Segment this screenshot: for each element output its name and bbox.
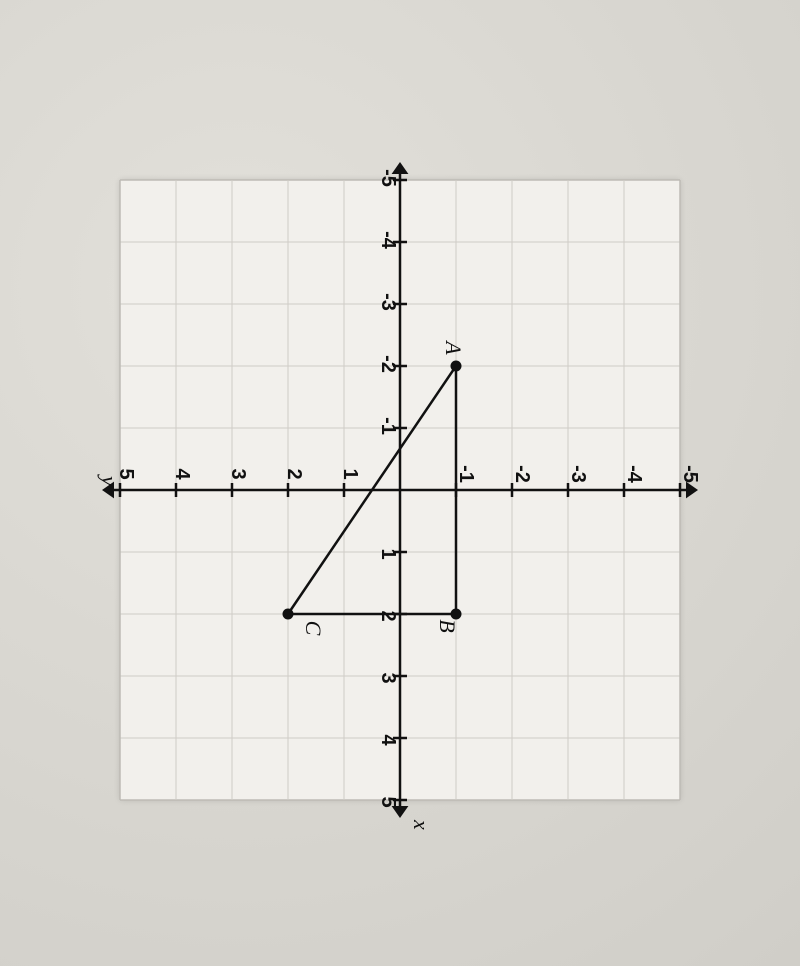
x-tick-label: -1: [377, 417, 399, 435]
coordinate-plane: xy-5-4-3-2-112345-5-4-3-2-112345ABC: [120, 180, 680, 800]
y-tick-label: 4: [171, 468, 193, 480]
x-tick-label: 2: [377, 610, 399, 621]
y-tick-label: -5: [679, 465, 701, 483]
y-tick-label: -3: [567, 465, 589, 483]
y-tick-label: -2: [511, 465, 533, 483]
x-tick-label: -3: [377, 293, 399, 311]
y-tick-label: 1: [339, 468, 361, 479]
x-tick-label: -2: [377, 355, 399, 373]
x-axis-label: x: [409, 819, 434, 830]
x-tick-label: 5: [377, 796, 399, 807]
axis-arrow: [686, 482, 698, 499]
vertex-label-a: A: [441, 339, 466, 355]
vertex-label-c: C: [301, 621, 326, 636]
x-tick-label: 4: [377, 734, 399, 746]
vertex-b: [451, 609, 462, 620]
axis-arrow: [392, 806, 409, 818]
page-root: xy-5-4-3-2-112345-5-4-3-2-112345ABC: [0, 0, 800, 966]
y-tick-label: 5: [115, 468, 137, 479]
vertex-label-b: B: [435, 619, 460, 632]
y-tick-label: 2: [283, 468, 305, 479]
plot-svg: xy-5-4-3-2-112345-5-4-3-2-112345ABC: [80, 140, 720, 840]
y-tick-label: -4: [623, 465, 645, 484]
x-tick-label: 1: [377, 548, 399, 559]
y-tick-label: -1: [455, 465, 477, 483]
x-tick-label: -4: [377, 231, 399, 250]
vertex-c: [283, 609, 294, 620]
vertex-a: [451, 361, 462, 372]
x-tick-label: 3: [377, 672, 399, 683]
y-tick-label: 3: [227, 468, 249, 479]
x-tick-label: -5: [377, 169, 399, 187]
